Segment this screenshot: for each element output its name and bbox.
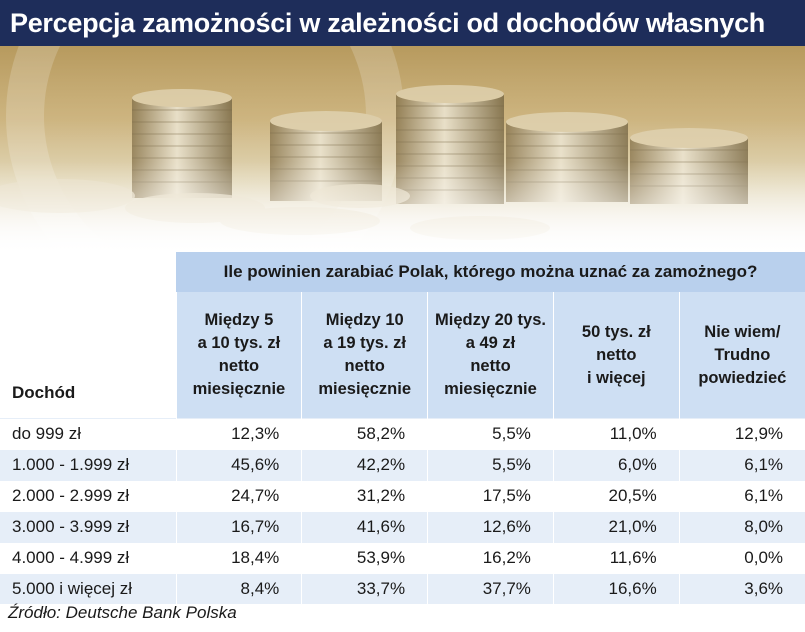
table-cell: 11,6% [552,542,680,574]
table-cell: 18,4% [175,542,302,574]
table-row: 5.000 i więcej zł 8,4% 33,7% 37,7% 16,6%… [0,573,805,604]
table-row: 4.000 - 4.999 zł 18,4% 53,9% 16,2% 11,6%… [0,542,805,574]
table-cell: 8,0% [678,511,805,543]
table-row: do 999 zł 12,3% 58,2% 5,5% 11,0% 12,9% [0,418,805,450]
table-cell: 24,7% [175,480,302,512]
column-header: Między 20 tys. a 49 zł netto miesięcznie [427,292,554,419]
coins-illustration [0,46,805,256]
table-cell: 45,6% [175,449,302,481]
table-cell: 5,5% [427,449,554,481]
table-cell: 16,7% [175,511,302,543]
table-cell: 12,9% [678,418,805,450]
table-cell: 37,7% [427,573,554,604]
table-cell: 17,5% [427,480,554,512]
row-label: 5.000 i więcej zł [0,573,176,604]
table-cell: 20,5% [552,480,680,512]
column-header: Między 5 a 10 tys. zł netto miesięcznie [175,292,302,419]
column-header: Między 10 a 19 tys. zł netto miesięcznie [301,292,428,419]
table-cell: 16,2% [427,542,554,574]
column-header: 50 tys. zł netto i więcej [552,292,680,419]
table-cell: 11,0% [552,418,680,450]
title-bar: Percepcja zamożności w zależności od doc… [0,0,805,46]
table-cell: 42,2% [301,449,428,481]
table-row: 3.000 - 3.999 zł 16,7% 41,6% 12,6% 21,0%… [0,511,805,543]
page-title: Percepcja zamożności w zależności od doc… [10,7,766,38]
table-cell: 8,4% [175,573,302,604]
table-cell: 12,3% [175,418,302,450]
table-cell: 6,1% [678,449,805,481]
table-cell: 3,6% [678,573,805,604]
coins-photo [0,46,805,256]
row-label: 3.000 - 3.999 zł [0,511,176,543]
table-cell: 58,2% [301,418,428,450]
table-cell: 5,5% [427,418,554,450]
table-cell: 6,1% [678,480,805,512]
table-cell: 12,6% [427,511,554,543]
table-cell: 6,0% [552,449,680,481]
super-header: Ile powinien zarabiać Polak, którego moż… [176,252,805,292]
row-label: 4.000 - 4.999 zł [0,542,176,574]
table-cell: 0,0% [678,542,805,574]
source-note: Źródło: Deutsche Bank Polska [8,603,237,622]
table-cell: 21,0% [552,511,680,543]
wealth-table: Ile powinien zarabiać Polak, którego moż… [0,252,805,604]
row-label: 2.000 - 2.999 zł [0,480,176,512]
table-cell: 33,7% [301,573,428,604]
table-cell: 31,2% [301,480,428,512]
table-row: 1.000 - 1.999 zł 45,6% 42,2% 5,5% 6,0% 6… [0,449,805,481]
table-cell: 53,9% [301,542,428,574]
corner-blank [0,252,176,292]
row-label: 1.000 - 1.999 zł [0,449,176,481]
table-row: 2.000 - 2.999 zł 24,7% 31,2% 17,5% 20,5%… [0,480,805,512]
table-cell: 16,6% [552,573,680,604]
row-label: do 999 zł [0,418,176,450]
table-cell: 41,6% [301,511,428,543]
row-header-label: Dochód [12,383,76,402]
column-header: Nie wiem/ Trudno powiedzieć [678,292,805,419]
